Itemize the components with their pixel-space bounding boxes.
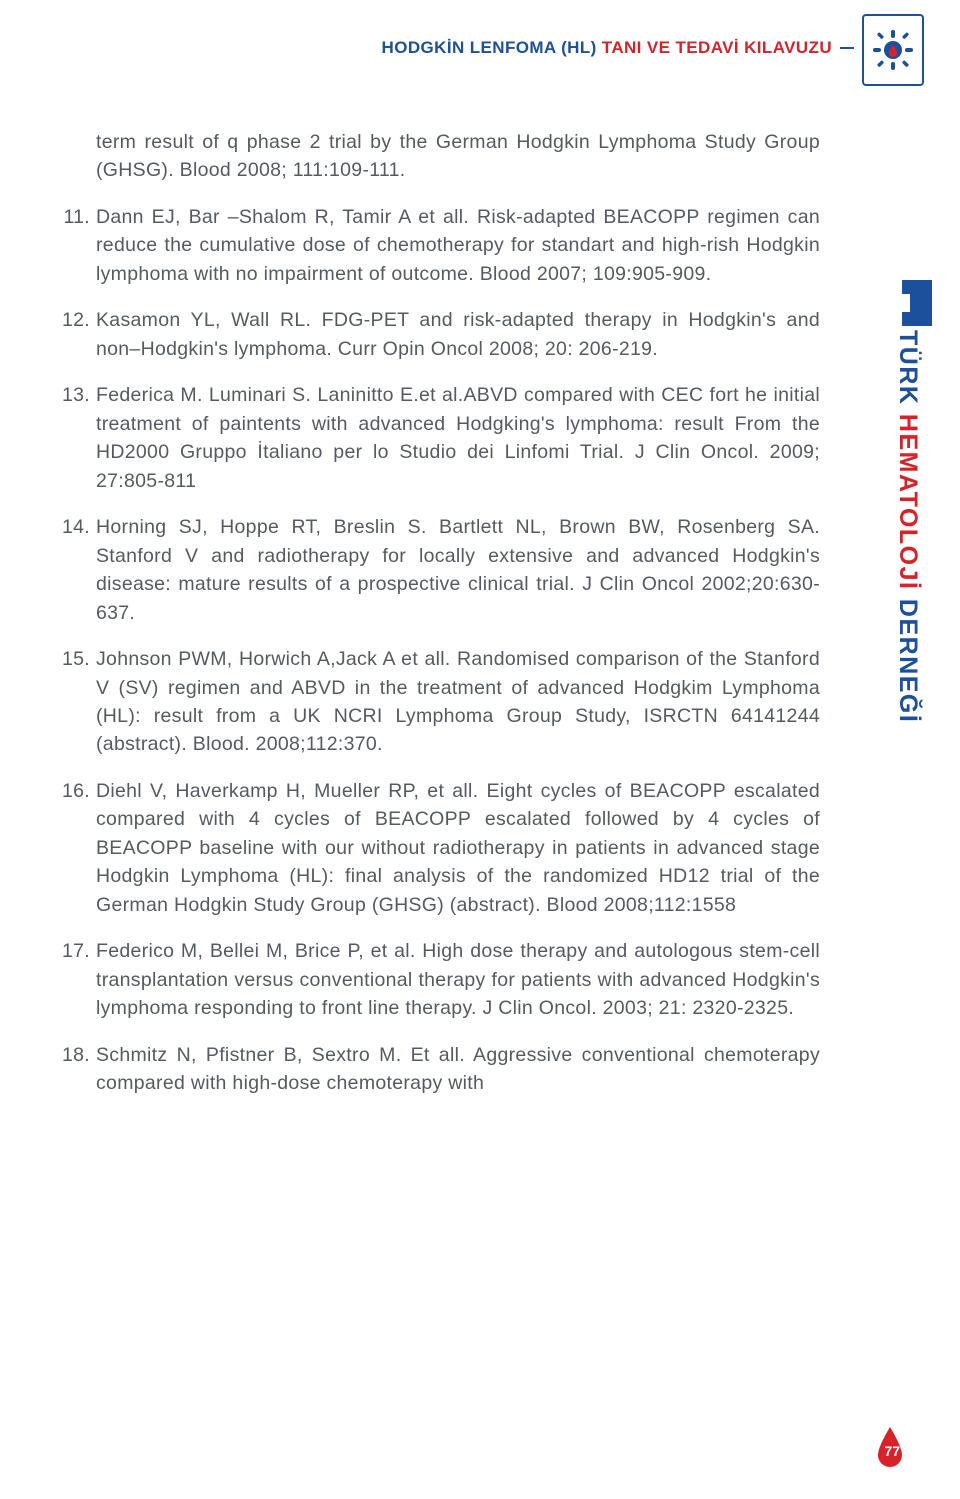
header-title-red: TANI VE TEDAVİ KILAVUZU [602, 38, 832, 57]
reference-item: 11.Dann EJ, Bar –Shalom R, Tamir A et al… [60, 203, 820, 288]
sidebar-label: TÜRK HEMATOLOJİ DERNEĞİ [893, 330, 922, 723]
page-header: HODGKİN LENFOMA (HL) TANI VE TEDAVİ KILA… [382, 38, 860, 58]
reference-item: term result of q phase 2 trial by the Ge… [60, 128, 820, 185]
reference-number: 16. [60, 777, 96, 805]
reference-number: 11. [60, 203, 96, 231]
page-number: 77 [884, 1443, 900, 1459]
reference-item: 17.Federico M, Bellei M, Brice P, et al.… [60, 937, 820, 1022]
reference-number: 18. [60, 1041, 96, 1069]
reference-number: 15. [60, 645, 96, 673]
reference-text: Kasamon YL, Wall RL. FDG-PET and risk-ad… [96, 309, 820, 359]
reference-number: 13. [60, 381, 96, 409]
sidebar-turk: TÜRK [894, 330, 922, 414]
logo [862, 14, 924, 86]
reference-text: Federica M. Luminari S. Laninitto E.et a… [96, 384, 820, 491]
reference-text: Johnson PWM, Horwich A,Jack A et all. Ra… [96, 648, 820, 755]
sidebar-hematoloji: HEMATOLOJİ [894, 414, 922, 599]
header-divider [840, 47, 854, 49]
header-title-blue: HODGKİN LENFOMA (HL) [382, 38, 602, 57]
reference-item: 18.Schmitz N, Pfistner B, Sextro M. Et a… [60, 1041, 820, 1098]
reference-item: 16.Diehl V, Haverkamp H, Mueller RP, et … [60, 777, 820, 919]
reference-text: Horning SJ, Hoppe RT, Breslin S. Bartlet… [96, 516, 820, 623]
reference-item: 15.Johnson PWM, Horwich A,Jack A et all.… [60, 645, 820, 759]
sidebar-dernegi: DERNEĞİ [894, 599, 922, 723]
reference-text: Schmitz N, Pfistner B, Sextro M. Et all.… [96, 1044, 820, 1094]
reference-number: 12. [60, 306, 96, 334]
reference-item: 12.Kasamon YL, Wall RL. FDG-PET and risk… [60, 306, 820, 363]
reference-text: Federico M, Bellei M, Brice P, et al. Hi… [96, 940, 820, 1019]
reference-number: 14. [60, 513, 96, 541]
reference-text: Diehl V, Haverkamp H, Mueller RP, et all… [96, 780, 820, 916]
logo-icon [871, 28, 915, 72]
reference-text: Dann EJ, Bar –Shalom R, Tamir A et all. … [96, 206, 820, 285]
references-list: term result of q phase 2 trial by the Ge… [60, 128, 820, 1116]
reference-number: 17. [60, 937, 96, 965]
reference-item: 13.Federica M. Luminari S. Laninitto E.e… [60, 381, 820, 495]
reference-text: term result of q phase 2 trial by the Ge… [96, 131, 820, 181]
sidebar-tab [902, 280, 932, 326]
reference-item: 14.Horning SJ, Hoppe RT, Breslin S. Bart… [60, 513, 820, 627]
header-title: HODGKİN LENFOMA (HL) TANI VE TEDAVİ KILA… [382, 38, 832, 58]
